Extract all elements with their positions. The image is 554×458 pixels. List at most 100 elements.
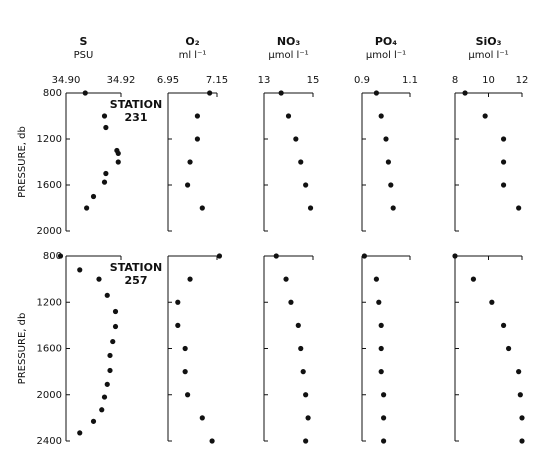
x-tick-label: 8 bbox=[452, 75, 458, 86]
point bbox=[185, 392, 191, 398]
point bbox=[516, 369, 522, 375]
point bbox=[283, 276, 289, 282]
point bbox=[96, 276, 102, 282]
x-tick-label: 10 bbox=[482, 75, 495, 86]
point bbox=[187, 276, 193, 282]
point bbox=[373, 90, 379, 96]
point bbox=[115, 150, 121, 156]
point bbox=[482, 113, 488, 119]
point bbox=[110, 338, 116, 345]
point bbox=[112, 308, 119, 315]
point bbox=[517, 392, 523, 398]
point bbox=[361, 253, 367, 259]
point bbox=[104, 381, 110, 387]
point bbox=[519, 438, 525, 444]
point bbox=[99, 407, 105, 413]
x-tick-label: 34.90 bbox=[52, 75, 81, 86]
point bbox=[77, 430, 83, 436]
point bbox=[383, 136, 389, 142]
point bbox=[385, 159, 391, 165]
point bbox=[104, 292, 110, 298]
y-tick-label: 800 bbox=[43, 88, 62, 99]
x-tick-label: 13 bbox=[258, 75, 271, 86]
y-tick-label: 1600 bbox=[37, 344, 62, 355]
point bbox=[285, 113, 292, 119]
point bbox=[103, 124, 109, 131]
x-tick-label: 15 bbox=[307, 75, 320, 86]
y-tick-label: 800 bbox=[43, 251, 62, 262]
point bbox=[388, 182, 394, 188]
point bbox=[194, 136, 200, 142]
point bbox=[182, 345, 188, 352]
point bbox=[305, 415, 311, 421]
point bbox=[199, 205, 205, 211]
panel-title: S bbox=[80, 35, 88, 48]
point bbox=[470, 276, 477, 282]
point bbox=[207, 90, 213, 96]
point bbox=[506, 345, 512, 352]
point bbox=[303, 392, 309, 398]
point bbox=[57, 253, 64, 259]
point bbox=[381, 392, 387, 398]
point bbox=[107, 352, 113, 359]
point bbox=[77, 267, 83, 273]
panel-title: SiO₃ bbox=[476, 35, 502, 48]
point bbox=[90, 418, 97, 424]
unit-label: ml l⁻¹ bbox=[179, 50, 207, 61]
point bbox=[101, 179, 108, 185]
point bbox=[273, 253, 279, 259]
y-axis-label: PRESSURE, db bbox=[17, 126, 28, 198]
point bbox=[84, 205, 90, 211]
x-tick-label: 1.1 bbox=[402, 75, 418, 86]
point bbox=[175, 299, 181, 305]
point bbox=[185, 182, 191, 188]
point bbox=[489, 299, 495, 305]
x-tick-label: 6.95 bbox=[157, 75, 179, 86]
point bbox=[216, 253, 223, 259]
y-tick-label: 1200 bbox=[37, 297, 62, 308]
point bbox=[112, 323, 119, 330]
point bbox=[303, 182, 309, 188]
y-axis-label: PRESSURE, db bbox=[17, 313, 28, 385]
point bbox=[373, 276, 379, 282]
unit-label: μmol l⁻¹ bbox=[268, 50, 308, 61]
y-tick-label: 2000 bbox=[37, 390, 62, 401]
point bbox=[381, 438, 387, 444]
point bbox=[378, 345, 384, 352]
panel-title: NO₃ bbox=[277, 35, 301, 48]
station-label: STATION bbox=[110, 98, 162, 111]
point bbox=[182, 369, 188, 375]
station-label: 231 bbox=[125, 111, 148, 124]
point bbox=[519, 415, 525, 421]
point bbox=[376, 299, 382, 305]
y-tick-label: 2000 bbox=[37, 226, 62, 237]
point bbox=[101, 113, 108, 119]
point bbox=[378, 369, 384, 375]
point bbox=[107, 367, 113, 374]
point bbox=[300, 369, 306, 375]
point bbox=[500, 136, 507, 142]
point bbox=[101, 394, 108, 400]
x-tick-label: 0.9 bbox=[354, 75, 370, 86]
point bbox=[194, 113, 200, 119]
unit-label: PSU bbox=[74, 50, 94, 61]
point bbox=[90, 193, 97, 200]
y-tick-label: 2400 bbox=[37, 436, 62, 447]
point bbox=[103, 170, 109, 177]
point bbox=[452, 253, 458, 259]
station-label: 257 bbox=[125, 274, 148, 287]
point bbox=[500, 322, 507, 328]
unit-label: μmol l⁻¹ bbox=[468, 50, 508, 61]
x-tick-label: 34.92 bbox=[107, 75, 136, 86]
point bbox=[295, 322, 301, 328]
point bbox=[303, 438, 309, 444]
point bbox=[278, 90, 284, 96]
point bbox=[199, 415, 205, 421]
point bbox=[500, 182, 507, 188]
panel-title: PO₄ bbox=[375, 35, 397, 48]
point bbox=[462, 90, 468, 96]
point bbox=[115, 159, 121, 165]
y-tick-label: 1600 bbox=[37, 180, 62, 191]
y-tick-label: 1200 bbox=[37, 134, 62, 145]
